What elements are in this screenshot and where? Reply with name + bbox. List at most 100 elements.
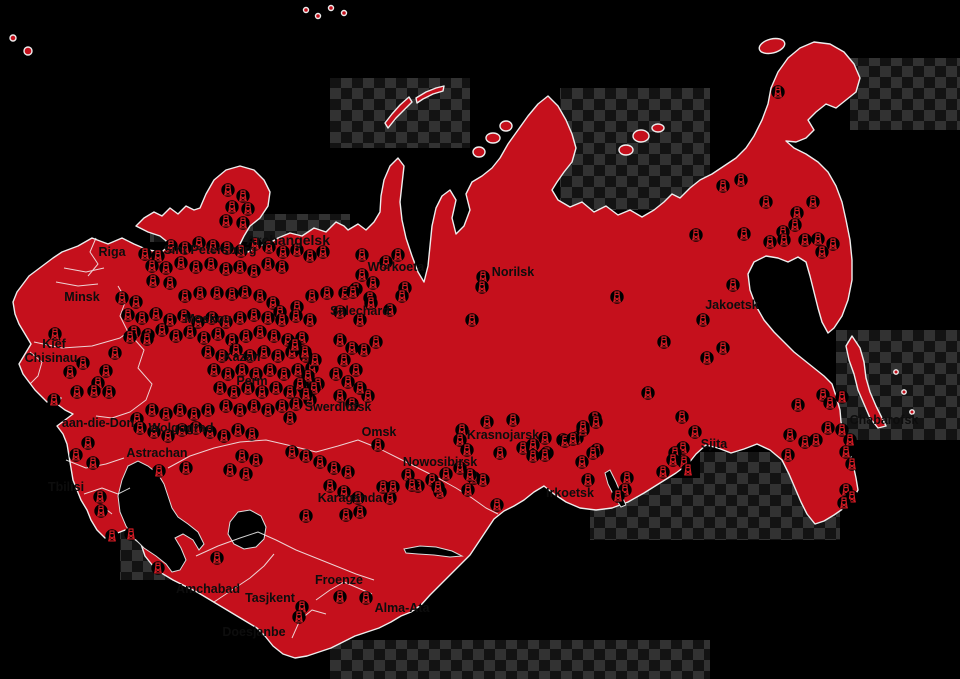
camp-marker	[353, 381, 367, 395]
camp-marker	[241, 202, 255, 216]
camp-marker	[275, 260, 289, 274]
camp-marker	[247, 264, 261, 278]
city-label: Tbilisi	[48, 480, 84, 494]
camp-marker	[179, 461, 193, 475]
camp-marker	[245, 427, 259, 441]
camp-marker	[696, 313, 710, 327]
camp-marker	[275, 313, 289, 327]
camp-marker	[490, 498, 504, 512]
camp-marker	[145, 259, 159, 273]
city-label: Norilsk	[492, 265, 534, 279]
camp-marker	[81, 436, 95, 450]
camp-marker	[386, 480, 400, 494]
camp-marker	[346, 285, 360, 299]
camp-marker	[737, 227, 751, 241]
camp-marker	[345, 341, 359, 355]
city-label: Kiëf	[42, 337, 66, 351]
camp-marker	[149, 307, 163, 321]
camp-marker	[576, 420, 590, 434]
camp-marker	[292, 610, 306, 624]
camp-marker	[99, 364, 113, 378]
camp-marker	[299, 449, 313, 463]
camp-marker	[152, 464, 166, 478]
camp-marker	[133, 421, 147, 435]
camp-marker	[463, 468, 477, 482]
camp-marker	[193, 286, 207, 300]
camp-marker	[431, 480, 445, 494]
camp-marker	[285, 445, 299, 459]
camp-marker	[275, 399, 289, 413]
camp-marker	[839, 445, 853, 459]
island-specks-northwest	[9, 34, 33, 56]
city-labels: Riga Sint PetersburgArchangelskMinskKiëfC…	[25, 232, 919, 639]
camp-marker	[159, 407, 173, 421]
camp-marker	[129, 295, 143, 309]
camp-marker	[835, 390, 849, 404]
camp-marker	[221, 367, 235, 381]
camp-marker	[476, 473, 490, 487]
camp-marker	[700, 351, 714, 365]
city-label: Astrachan	[126, 446, 187, 460]
camp-marker	[47, 393, 61, 407]
camp-marker	[115, 291, 129, 305]
camp-marker	[138, 247, 152, 261]
camp-marker	[289, 309, 303, 323]
island-nowaja-semlja	[384, 85, 445, 129]
camp-marker	[299, 387, 313, 401]
city-label: Riga	[98, 245, 126, 259]
camp-marker	[219, 399, 233, 413]
camp-marker	[211, 327, 225, 341]
camp-marker	[236, 216, 250, 230]
camp-marker	[173, 403, 187, 417]
camp-marker	[102, 385, 116, 399]
city-label: Alma-Ata	[375, 601, 431, 615]
camp-marker	[759, 195, 773, 209]
camp-marker	[253, 325, 267, 339]
camp-marker	[581, 473, 595, 487]
city-label: Froenze	[315, 573, 363, 587]
camp-marker	[843, 433, 857, 447]
camp-marker	[305, 289, 319, 303]
camp-marker	[716, 179, 730, 193]
camp-marker	[788, 218, 802, 232]
camp-marker	[790, 206, 804, 220]
camp-marker	[63, 365, 77, 379]
camp-marker	[261, 257, 275, 271]
city-label: Moskou	[184, 312, 231, 326]
camp-marker	[806, 195, 820, 209]
camp-marker	[611, 489, 625, 503]
camp-marker	[151, 561, 165, 575]
camp-marker	[341, 375, 355, 389]
camp-marker	[159, 261, 173, 275]
camp-marker	[771, 85, 785, 99]
camp-marker	[845, 457, 859, 471]
camp-marker	[405, 478, 419, 492]
camp-marker	[777, 233, 791, 247]
camp-marker	[197, 331, 211, 345]
camp-marker	[217, 429, 231, 443]
city-label: Chabarofsk	[850, 413, 919, 427]
camp-marker	[135, 311, 149, 325]
city-label: Workoeta	[368, 260, 426, 274]
city-label: Archangelsk	[246, 232, 330, 248]
camp-marker	[809, 433, 823, 447]
camp-marker	[538, 448, 552, 462]
camp-marker	[277, 367, 291, 381]
camp-marker	[145, 403, 159, 417]
camp-marker	[395, 289, 409, 303]
camp-marker	[233, 403, 247, 417]
camp-marker	[174, 256, 188, 270]
camp-marker	[303, 249, 317, 263]
camp-marker	[461, 483, 475, 497]
camp-marker	[734, 173, 748, 187]
island-sachalin	[845, 335, 887, 429]
camp-marker	[657, 335, 671, 349]
island-kurils	[893, 369, 915, 415]
republic-borders	[29, 237, 499, 639]
city-label: Wolgograd	[148, 421, 213, 435]
camp-marker	[204, 257, 218, 271]
camp-marker	[155, 323, 169, 337]
camp-marker	[688, 425, 702, 439]
camp-marker	[178, 289, 192, 303]
